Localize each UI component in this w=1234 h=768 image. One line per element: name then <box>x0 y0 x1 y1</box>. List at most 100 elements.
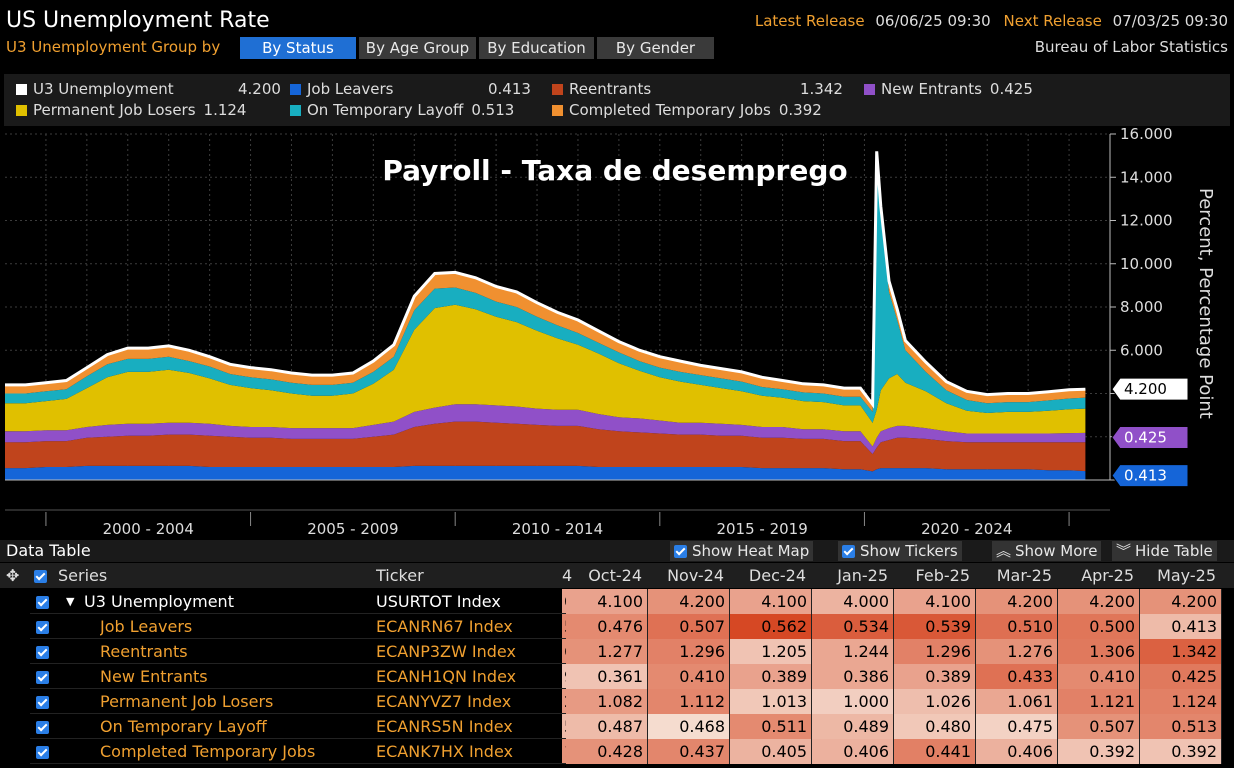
row-value-cell[interactable]: 4.100 <box>566 589 648 614</box>
row-value-cell[interactable]: 1.205 <box>730 639 812 664</box>
legend-item-reentrants[interactable]: Reentrants 1.342 <box>552 80 844 98</box>
row-value-cell[interactable]: 0.534 <box>812 614 894 639</box>
row-value-cell[interactable]: 0.410 <box>1058 664 1140 689</box>
legend-item-permanent-job-losers[interactable]: Permanent Job Losers 1.124 <box>16 101 272 119</box>
show-heat-map-toggle[interactable]: Show Heat Map <box>670 541 814 561</box>
row-value-cell[interactable]: 0.361 <box>566 664 648 689</box>
row-value-cell[interactable]: 0.389 <box>730 664 812 689</box>
column-header-series[interactable]: Series <box>58 566 108 585</box>
row-value-cell[interactable]: 4.200 <box>976 589 1058 614</box>
row-value-cell[interactable]: 0.413 <box>1140 614 1222 639</box>
row-value-cell[interactable]: 0.389 <box>894 664 976 689</box>
row-checkbox[interactable] <box>36 589 54 614</box>
row-value-cell[interactable]: 0.425 <box>1140 664 1222 689</box>
row-value-cell[interactable]: 0.487 <box>566 714 648 739</box>
column-header-month[interactable]: Mar-25 <box>996 566 1052 585</box>
row-value-cell[interactable]: 1.000 <box>812 689 894 714</box>
row-value-cell[interactable]: 1.277 <box>566 639 648 664</box>
row-value-cell[interactable]: 0.392 <box>1140 739 1222 764</box>
row-value-cell[interactable]: 0.468 <box>648 714 730 739</box>
row-value-cell[interactable]: 0.476 <box>566 614 648 639</box>
row-checkbox[interactable] <box>36 714 54 739</box>
legend-item-on-temporary-layoff[interactable]: On Temporary Layoff 0.513 <box>290 101 534 119</box>
row-value-cell[interactable]: 0.562 <box>730 614 812 639</box>
area-job-leavers[interactable] <box>5 465 1086 480</box>
settings-icon[interactable]: ✥ <box>6 566 20 585</box>
row-checkbox[interactable] <box>36 689 54 714</box>
row-value-cell[interactable]: 0.405 <box>730 739 812 764</box>
legend-item-u3[interactable]: U3 Unemployment 4.200 <box>16 80 281 98</box>
row-value-cell[interactable]: 0.513 <box>1140 714 1222 739</box>
area-reentrants[interactable] <box>5 421 1086 472</box>
tab-by-gender[interactable]: By Gender <box>597 37 714 59</box>
stacked-area-chart[interactable]: 16.00014.00012.00010.0008.0006.0004.0002… <box>0 128 1234 538</box>
row-checkbox[interactable] <box>36 614 54 639</box>
row-value-cell[interactable]: 0.480 <box>894 714 976 739</box>
line-u3-unemployment[interactable] <box>4 151 1086 409</box>
row-value-cell[interactable]: 0.507 <box>1058 714 1140 739</box>
row-value-cell[interactable]: 0.410 <box>648 664 730 689</box>
column-header-month[interactable]: May-25 <box>1157 566 1216 585</box>
row-value-cell[interactable]: 0.507 <box>648 614 730 639</box>
row-value-cell[interactable]: 1.296 <box>648 639 730 664</box>
row-value-cell[interactable]: 0.500 <box>1058 614 1140 639</box>
row-value-cell[interactable]: 0.406 <box>812 739 894 764</box>
tab-by-age-group[interactable]: By Age Group <box>359 37 476 59</box>
row-value-cell[interactable]: 1.112 <box>648 689 730 714</box>
row-value-cell[interactable]: 0.511 <box>730 714 812 739</box>
row-value-cell[interactable]: 4.200 <box>1058 589 1140 614</box>
column-header-month[interactable]: Jan-25 <box>837 566 888 585</box>
column-header-month[interactable]: Nov-24 <box>667 566 724 585</box>
column-header-month[interactable]: Apr-25 <box>1081 566 1134 585</box>
row-value-cell[interactable]: 0.539 <box>894 614 976 639</box>
row-value-cell[interactable]: 1.013 <box>730 689 812 714</box>
legend-item-new-entrants[interactable]: New Entrants 0.425 <box>864 80 1044 98</box>
row-value-cell[interactable]: 1.082 <box>566 689 648 714</box>
row-value-cell[interactable]: 0.433 <box>976 664 1058 689</box>
row-value-cell[interactable]: 1.244 <box>812 639 894 664</box>
hide-table-button[interactable]: ︾ Hide Table <box>1112 541 1217 561</box>
legend-item-job-leavers[interactable]: Job Leavers 0.413 <box>290 80 534 98</box>
row-value-cell[interactable]: 4.100 <box>894 589 976 614</box>
tab-by-education[interactable]: By Education <box>479 37 594 59</box>
row-value-cell[interactable]: 4.200 <box>648 589 730 614</box>
area-new-entrants[interactable] <box>5 404 1086 455</box>
row-value-cell[interactable]: 0.510 <box>976 614 1058 639</box>
row-value-cell[interactable]: 1.342 <box>1140 639 1222 664</box>
row-value-cell[interactable]: 0.441 <box>894 739 976 764</box>
show-tickers-toggle[interactable]: Show Tickers <box>838 541 962 561</box>
select-all-checkbox[interactable] <box>34 563 56 588</box>
collapse-caret-icon[interactable]: ▼ <box>66 595 75 608</box>
row-checkbox[interactable] <box>36 664 54 689</box>
row-value-cell[interactable]: 1.296 <box>894 639 976 664</box>
row-checkbox[interactable] <box>36 639 54 664</box>
row-value-cell[interactable]: 1.026 <box>894 689 976 714</box>
column-header-month[interactable]: Dec-24 <box>748 566 806 585</box>
row-value-cell[interactable]: 1.306 <box>1058 639 1140 664</box>
row-value-cell[interactable]: 0.386 <box>812 664 894 689</box>
row-value-cell[interactable]: 0.489 <box>812 714 894 739</box>
row-value-cell[interactable]: 0.406 <box>976 739 1058 764</box>
area-permanent-job-losers[interactable] <box>5 304 1086 447</box>
row-value-cell[interactable]: 0.475 <box>976 714 1058 739</box>
row-value-cell[interactable]: 1.061 <box>976 689 1058 714</box>
row-value-cell[interactable]: 1.121 <box>1058 689 1140 714</box>
row-value-cell[interactable]: 4.000 <box>812 589 894 614</box>
show-more-button[interactable]: ︽ Show More <box>992 541 1102 561</box>
row-value-cell[interactable]: 4.200 <box>1140 589 1222 614</box>
legend-item-completed-temporary-jobs[interactable]: Completed Temporary Jobs 0.392 <box>552 101 844 119</box>
column-header-ticker[interactable]: Ticker <box>376 566 424 585</box>
tab-by-status[interactable]: By Status <box>240 37 356 59</box>
row-value-cell[interactable]: 0.428 <box>566 739 648 764</box>
column-header-month[interactable]: Oct-24 <box>588 566 642 585</box>
row-checkbox[interactable] <box>36 739 54 764</box>
row-value-cell[interactable]: 1.124 <box>1140 689 1222 714</box>
row-value-cell[interactable]: 0.392 <box>1058 739 1140 764</box>
